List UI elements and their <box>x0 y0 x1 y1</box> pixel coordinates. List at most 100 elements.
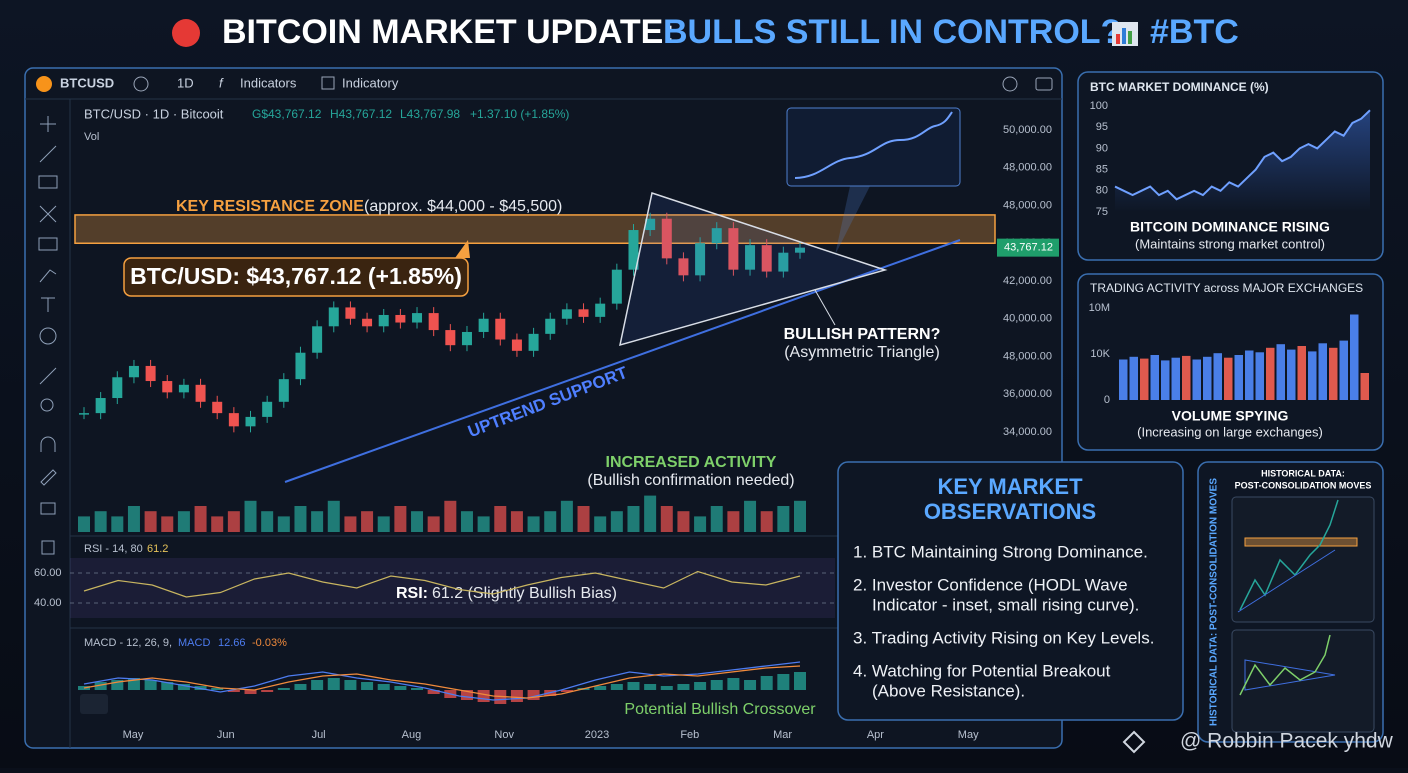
activity-bar <box>1276 344 1285 400</box>
volume-bar <box>94 511 107 532</box>
historical-header: POST-CONSOLIDATION MOVES <box>1235 480 1372 490</box>
macd-bar <box>161 682 174 690</box>
activity-bar <box>1339 340 1348 400</box>
volume-bar <box>794 500 806 532</box>
activity-bar <box>1297 346 1306 400</box>
activity-bar <box>1329 347 1338 400</box>
price-axis-label: 40,000.00 <box>1003 313 1052 325</box>
volume-bar <box>494 506 507 532</box>
interval[interactable]: 1D <box>177 75 194 90</box>
activity-bar <box>1203 356 1212 400</box>
price-axis-label: 36,000.00 <box>1003 388 1052 400</box>
macd-bar <box>777 674 790 690</box>
thumbnail-zone <box>1244 537 1358 547</box>
volume-label: Vol <box>84 131 99 143</box>
macd-bar <box>610 684 623 690</box>
candle <box>295 352 306 380</box>
volume-bar <box>610 511 623 532</box>
observations-title: KEY MARKET <box>937 474 1083 499</box>
emoji-tool[interactable] <box>39 327 57 345</box>
candle <box>478 318 489 332</box>
price-axis-label: 48,000.00 <box>1003 199 1052 211</box>
volume-bar <box>710 506 723 532</box>
btc-icon[interactable] <box>36 76 52 92</box>
indicators-button[interactable]: Indicators <box>240 75 297 90</box>
candle <box>728 228 739 270</box>
candle <box>595 303 606 317</box>
candle <box>312 326 323 353</box>
volume-bar <box>694 516 707 532</box>
time-label: Jul <box>312 729 326 741</box>
macd-bar <box>377 684 390 690</box>
activity-bar <box>1224 357 1233 400</box>
volume-bar <box>544 511 557 532</box>
candle <box>795 247 805 253</box>
magnet-tool[interactable] <box>40 436 56 452</box>
activity-bar <box>1192 359 1201 400</box>
time-label: Nov <box>494 729 514 741</box>
channel-tool[interactable] <box>38 175 58 189</box>
volume-bar <box>311 511 324 532</box>
delete-tool[interactable] <box>41 540 55 555</box>
add-symbol[interactable] <box>133 76 149 92</box>
inset-pointer <box>835 186 870 255</box>
activity-sub: (Bullish confirmation needed) <box>587 472 794 489</box>
dominance-caption: BITCOIN DOMINANCE RISING <box>1130 219 1330 235</box>
volume-bar <box>411 511 424 532</box>
pattern-tool[interactable] <box>39 205 57 223</box>
camera-button[interactable] <box>1035 77 1053 91</box>
candle <box>95 398 106 414</box>
title-tag: #BTC <box>1150 13 1239 51</box>
lock-tool[interactable] <box>40 502 56 515</box>
price-axis-label: 42,000.00 <box>1003 275 1052 287</box>
candle <box>345 307 356 319</box>
time-label: Aug <box>402 729 422 741</box>
price-axis-label: 50,000.00 <box>1003 124 1052 136</box>
zoom-tool[interactable] <box>40 398 54 412</box>
volume-bar <box>560 500 573 532</box>
settings-button[interactable] <box>1002 76 1018 92</box>
macd-bar <box>294 684 307 690</box>
candle <box>628 230 639 270</box>
chart-icon <box>1112 22 1138 46</box>
watermark-logo <box>1122 730 1146 754</box>
volume-bar <box>394 506 407 532</box>
observation-line: Indicator - inset, small rising curve). <box>872 595 1139 614</box>
observations-list: 1. BTC Maintaining Strong Dominance. 2. I… <box>853 542 1154 700</box>
macd-bar <box>94 682 107 690</box>
activity-bar <box>1119 359 1128 400</box>
ruler-tool[interactable] <box>39 367 57 385</box>
candle <box>528 333 539 351</box>
thumbnail-line <box>1239 634 1331 696</box>
volume-bar <box>377 516 390 532</box>
symbol[interactable]: BTCUSD <box>60 75 114 90</box>
brush-tool[interactable] <box>39 269 57 283</box>
observation-line: 3. Trading Activity Rising on Key Levels… <box>853 628 1154 647</box>
volume-bar <box>277 516 290 532</box>
macd-bar <box>311 680 324 690</box>
activity-plot: 10M 10K 0 <box>1089 302 1369 406</box>
line-tool[interactable] <box>39 145 57 163</box>
layouts-button[interactable]: Indicatory <box>342 75 399 90</box>
text-tool[interactable] <box>41 297 55 312</box>
macd-line <box>83 665 801 699</box>
activity-bar <box>1171 357 1180 400</box>
activity-bar <box>1318 343 1327 400</box>
volume-bar <box>111 516 124 532</box>
lock-drawing-tool[interactable] <box>40 469 57 486</box>
volume-bar <box>177 511 190 532</box>
dominance-tick-label: 85 <box>1096 164 1108 176</box>
macd-note: Potential Bullish Crossover <box>624 701 816 718</box>
candle <box>445 330 456 346</box>
fib-tool[interactable] <box>38 237 58 251</box>
time-label: 2023 <box>585 729 609 741</box>
volume-bar <box>211 516 224 532</box>
macd-bar <box>261 690 274 692</box>
candle <box>145 365 156 382</box>
thumbnail <box>1231 496 1375 623</box>
macd-bar <box>177 684 190 690</box>
price-plot: 50,000.0048,000.0048,000.0044,000.0042,0… <box>74 124 1059 532</box>
activity-bar <box>1245 350 1254 400</box>
volume-bar <box>594 516 607 532</box>
